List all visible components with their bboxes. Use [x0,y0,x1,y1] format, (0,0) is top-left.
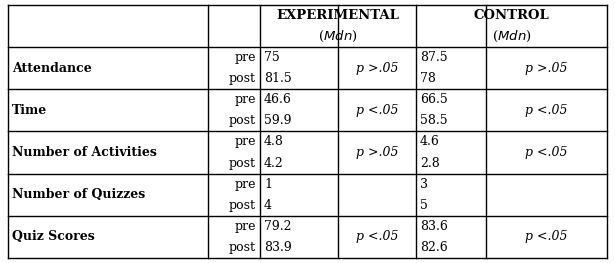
Text: p <.05: p <.05 [525,230,568,243]
Text: 81.5: 81.5 [264,72,292,85]
Text: p >.05: p >.05 [355,62,399,75]
Text: 79.2: 79.2 [264,220,292,233]
Text: Quiz Scores: Quiz Scores [12,230,95,243]
Text: 75: 75 [264,51,280,64]
Text: p <.05: p <.05 [525,104,568,117]
Text: post: post [229,241,256,254]
Text: EXPERIMENTAL: EXPERIMENTAL [277,9,399,22]
Text: Time: Time [12,104,47,117]
Text: 5: 5 [420,199,428,212]
Text: p <.05: p <.05 [355,230,399,243]
Text: 4.8: 4.8 [264,135,284,148]
Text: 78: 78 [420,72,436,85]
Text: p >.05: p >.05 [355,146,399,159]
Text: pre: pre [234,135,256,148]
Text: 3: 3 [420,178,428,191]
Text: 46.6: 46.6 [264,93,292,106]
Text: pre: pre [234,51,256,64]
Text: 4: 4 [264,199,272,212]
Text: 4.2: 4.2 [264,156,284,170]
Text: 66.5: 66.5 [420,93,448,106]
Text: 4.6: 4.6 [420,135,440,148]
Text: 58.5: 58.5 [420,114,448,127]
Text: 2.8: 2.8 [420,156,440,170]
Text: pre: pre [234,178,256,191]
Text: Number of Quizzes: Number of Quizzes [12,188,145,201]
Text: 59.9: 59.9 [264,114,292,127]
Text: post: post [229,199,256,212]
Text: 82.6: 82.6 [420,241,448,254]
Text: ($\mathit{Mdn}$): ($\mathit{Mdn}$) [318,29,358,44]
Text: ($\mathit{Mdn}$): ($\mathit{Mdn}$) [492,29,531,44]
Text: pre: pre [234,220,256,233]
Text: p >.05: p >.05 [525,62,568,75]
Text: 1: 1 [264,178,272,191]
Text: CONTROL: CONTROL [474,9,549,22]
Text: pre: pre [234,93,256,106]
Text: 83.9: 83.9 [264,241,292,254]
Text: p <.05: p <.05 [355,104,399,117]
Text: p <.05: p <.05 [525,146,568,159]
Text: Number of Activities: Number of Activities [12,146,157,159]
Text: post: post [229,156,256,170]
Text: post: post [229,114,256,127]
Text: 87.5: 87.5 [420,51,448,64]
Text: post: post [229,72,256,85]
Text: 83.6: 83.6 [420,220,448,233]
Text: Attendance: Attendance [12,62,92,75]
